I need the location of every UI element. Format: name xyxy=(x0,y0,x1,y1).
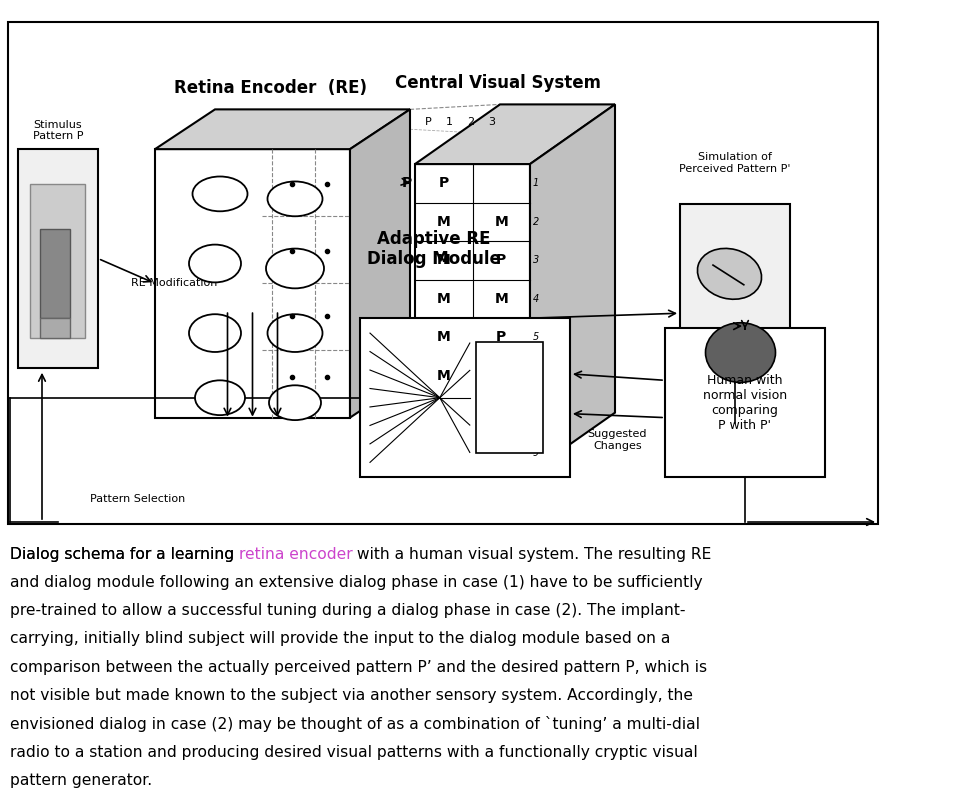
Bar xyxy=(475,342,542,454)
Text: P: P xyxy=(496,253,506,268)
Text: Pattern Selection: Pattern Selection xyxy=(90,494,185,504)
Text: with a human visual system. The resulting RE: with a human visual system. The resultin… xyxy=(352,546,711,562)
Text: Central Visual System: Central Visual System xyxy=(395,74,601,93)
Bar xyxy=(40,229,70,318)
Text: M: M xyxy=(494,292,508,306)
Text: Stimulus
Pattern P: Stimulus Pattern P xyxy=(33,119,84,141)
Polygon shape xyxy=(530,105,615,472)
Text: M: M xyxy=(494,369,508,383)
Text: retina encoder: retina encoder xyxy=(239,546,352,562)
Polygon shape xyxy=(415,105,615,164)
Text: M: M xyxy=(437,292,450,306)
Bar xyxy=(360,318,570,477)
Polygon shape xyxy=(415,164,530,472)
Text: Adaptive RE
Dialog Module: Adaptive RE Dialog Module xyxy=(367,230,500,268)
Text: Dialog schema for a learning: Dialog schema for a learning xyxy=(10,546,239,562)
Text: RE Modification: RE Modification xyxy=(132,278,218,289)
Bar xyxy=(18,149,98,368)
Bar xyxy=(30,184,85,338)
Text: pattern generator.: pattern generator. xyxy=(10,773,152,788)
Text: 1: 1 xyxy=(445,118,452,127)
Text: radio to a station and producing desired visual patterns with a functionally cry: radio to a station and producing desired… xyxy=(10,745,697,759)
Ellipse shape xyxy=(269,385,321,420)
Text: envisioned dialog in case (2) may be thought of as a combination of `tuning’ a m: envisioned dialog in case (2) may be tho… xyxy=(10,717,700,733)
Ellipse shape xyxy=(195,380,245,415)
Ellipse shape xyxy=(268,181,323,216)
Bar xyxy=(665,328,825,477)
Text: and dialog module following an extensive dialog phase in case (1) have to be suf: and dialog module following an extensive… xyxy=(10,575,702,590)
Text: not visible but made known to the subject via another sensory system. Accordingl: not visible but made known to the subjec… xyxy=(10,688,692,703)
Text: pre-trained to allow a successful tuning during a dialog phase in case (2). The : pre-trained to allow a successful tuning… xyxy=(10,603,685,618)
Text: Suggested
Changes: Suggested Changes xyxy=(588,429,647,451)
Text: 8: 8 xyxy=(533,409,540,419)
Ellipse shape xyxy=(268,314,323,352)
Text: P: P xyxy=(439,177,449,190)
Text: comparison between the actually perceived pattern P’ and the desired pattern P, : comparison between the actually perceive… xyxy=(10,660,707,675)
Polygon shape xyxy=(155,149,350,418)
Text: Human with
normal vision
comparing
P with P': Human with normal vision comparing P wit… xyxy=(703,374,787,432)
Polygon shape xyxy=(155,110,410,149)
Bar xyxy=(680,204,790,422)
Text: 2: 2 xyxy=(467,118,474,127)
Ellipse shape xyxy=(266,248,324,289)
Text: P: P xyxy=(401,177,412,190)
Text: Dialog schema for a learning: Dialog schema for a learning xyxy=(10,546,239,562)
Text: 9: 9 xyxy=(533,448,540,458)
Text: M: M xyxy=(437,330,450,344)
Text: 6: 6 xyxy=(533,371,540,381)
Polygon shape xyxy=(350,110,410,418)
Ellipse shape xyxy=(698,248,761,299)
Text: M: M xyxy=(437,253,450,268)
Text: carrying, initially blind subject will provide the input to the dialog module ba: carrying, initially blind subject will p… xyxy=(10,631,670,646)
Text: M: M xyxy=(437,369,450,383)
Text: Retina Encoder  (RE): Retina Encoder (RE) xyxy=(174,80,367,98)
Text: 1: 1 xyxy=(533,178,540,189)
Text: M: M xyxy=(437,215,450,229)
Text: 5: 5 xyxy=(533,332,540,343)
Text: P: P xyxy=(496,330,506,344)
Text: P: P xyxy=(424,118,431,127)
Text: M: M xyxy=(494,215,508,229)
Text: 3: 3 xyxy=(533,256,540,265)
Ellipse shape xyxy=(706,322,776,382)
Ellipse shape xyxy=(189,244,241,282)
Ellipse shape xyxy=(189,314,241,352)
Text: 2: 2 xyxy=(533,217,540,226)
Text: 3: 3 xyxy=(488,118,495,127)
Bar xyxy=(40,318,70,338)
Ellipse shape xyxy=(193,177,248,211)
Text: 4: 4 xyxy=(533,294,540,304)
Text: Simulation of
Perceived Pattern P': Simulation of Perceived Pattern P' xyxy=(680,152,791,174)
Text: M: M xyxy=(494,408,508,422)
